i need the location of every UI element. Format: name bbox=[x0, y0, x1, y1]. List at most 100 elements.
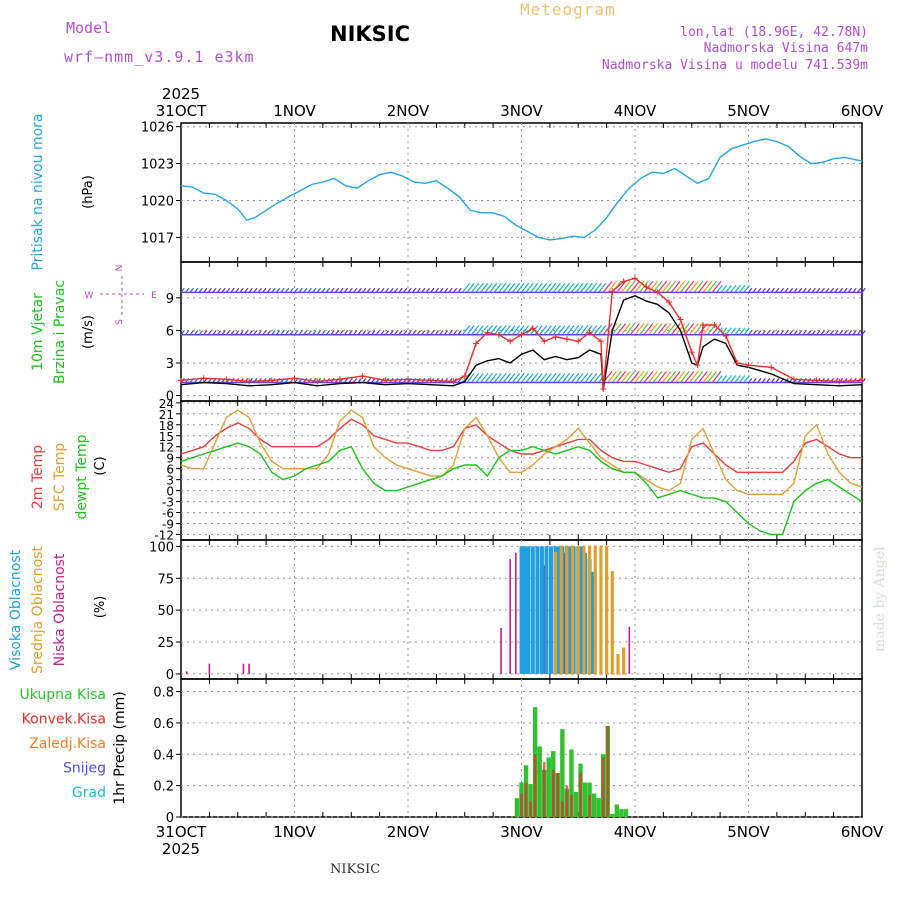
wind-gust-marker bbox=[405, 376, 411, 383]
precip-total-bar bbox=[582, 782, 588, 817]
x-year-top: 2025 bbox=[162, 85, 200, 103]
wind-gust-marker bbox=[246, 378, 253, 385]
precip-conv-bar bbox=[551, 769, 555, 817]
cloud-mid-bar bbox=[616, 653, 620, 675]
wind-barb bbox=[689, 323, 699, 336]
wind-barb bbox=[593, 373, 602, 383]
x-tick-label-top: 3NOV bbox=[500, 102, 543, 120]
y-tick-label: 1020 bbox=[141, 194, 174, 209]
wind-gust-marker bbox=[563, 336, 570, 343]
wind-gust-marker bbox=[541, 338, 548, 345]
wind-barb bbox=[729, 285, 737, 293]
cloud-mid-bar bbox=[576, 545, 580, 675]
wind-barb bbox=[598, 325, 607, 336]
wind-barb bbox=[679, 280, 690, 293]
cloud-high-bar bbox=[535, 546, 540, 674]
precip-total-bar bbox=[610, 813, 615, 817]
wind-barb bbox=[648, 370, 658, 383]
wind-barb bbox=[516, 282, 525, 293]
wind-barb bbox=[502, 373, 511, 383]
pressure-line bbox=[180, 138, 863, 241]
wind-barb bbox=[670, 370, 681, 383]
wind-barb bbox=[616, 323, 627, 336]
wind-barb bbox=[534, 373, 543, 383]
wind-barb bbox=[580, 373, 589, 383]
precip-conv-bar bbox=[561, 801, 564, 817]
wind-gust-line bbox=[180, 277, 863, 390]
y-tick-label: 3 bbox=[166, 357, 174, 372]
wind-barb bbox=[643, 323, 654, 336]
wind-barb bbox=[511, 282, 521, 293]
wind-gust-marker bbox=[859, 377, 865, 384]
wind-barb bbox=[589, 373, 598, 383]
wind-barb bbox=[552, 373, 561, 383]
wind-gust-marker bbox=[586, 329, 593, 336]
wind-barb bbox=[480, 373, 489, 383]
wind-barb bbox=[570, 282, 580, 293]
wind-barb bbox=[598, 282, 607, 293]
wind-barb bbox=[557, 373, 566, 383]
wind-barb bbox=[725, 375, 732, 383]
pressure-axis-label: Pritisak na nivou mora bbox=[30, 113, 46, 270]
wind-barb bbox=[689, 280, 699, 293]
wind-barb bbox=[743, 327, 750, 336]
cloud-high-bar bbox=[568, 546, 573, 674]
wind-barb bbox=[471, 282, 480, 293]
wind-gust-marker bbox=[495, 331, 502, 338]
y-tick-label: 12 bbox=[159, 441, 174, 455]
model-name: wrf—nmm_v3.9.1 e3km bbox=[64, 48, 255, 66]
cloud-high-bar bbox=[526, 546, 531, 674]
wind-barb bbox=[689, 370, 699, 383]
x-tick-label-top: 4NOV bbox=[614, 102, 657, 120]
wind-gust-marker bbox=[223, 376, 230, 383]
wind-barb bbox=[652, 323, 663, 336]
wind-barb bbox=[738, 375, 746, 383]
cloud-high-bar bbox=[579, 546, 584, 674]
wind-barb bbox=[566, 325, 575, 336]
wind-barb bbox=[570, 325, 580, 336]
cloud-low-bar bbox=[628, 626, 631, 674]
wind-gust-marker bbox=[654, 289, 661, 296]
wind-barb bbox=[566, 373, 575, 383]
wind-barb bbox=[634, 280, 645, 293]
wind-gust-marker bbox=[745, 362, 752, 369]
cloud-mid-bar bbox=[593, 545, 597, 675]
legend-hail: Grad bbox=[72, 785, 106, 801]
wind-gust-marker bbox=[359, 373, 366, 380]
y-tick-label: 18 bbox=[159, 419, 174, 433]
cloud-high-bar bbox=[519, 546, 524, 674]
wind-barb bbox=[639, 370, 649, 383]
meteogram-label: Meteogram bbox=[520, 0, 616, 19]
legend-rain-total: Ukupna Kisa bbox=[19, 687, 106, 703]
wind-barb bbox=[729, 375, 737, 383]
wind-gust-marker bbox=[200, 375, 207, 382]
temp-unit-label: (C) bbox=[93, 456, 108, 475]
wind-gust-marker bbox=[575, 338, 582, 345]
wind-barb bbox=[725, 285, 732, 293]
wind-gust-marker bbox=[677, 316, 684, 323]
wind-barb bbox=[580, 282, 589, 293]
precip-total-bar bbox=[573, 791, 579, 817]
wind-barb bbox=[475, 373, 484, 383]
wind-gust-marker bbox=[507, 338, 514, 345]
wind-gust-marker bbox=[314, 378, 321, 385]
wind-barb bbox=[511, 325, 521, 336]
wind-barb bbox=[620, 280, 631, 293]
y-tick-label: 1023 bbox=[141, 158, 174, 173]
wind-barb bbox=[679, 370, 690, 383]
precip-total-bar bbox=[560, 729, 565, 817]
wind-barb bbox=[584, 373, 593, 383]
wind-barb bbox=[861, 330, 866, 336]
wind-gust-marker bbox=[694, 362, 701, 369]
precip-total-bar bbox=[591, 793, 597, 817]
cloud-low-bar bbox=[500, 627, 502, 674]
wind-barb bbox=[652, 370, 663, 383]
wind-barb bbox=[466, 373, 475, 383]
wind-barb bbox=[629, 323, 640, 336]
wind-barb bbox=[534, 282, 543, 293]
y-tick-label: 9 bbox=[166, 292, 174, 307]
wind-barb bbox=[716, 327, 723, 336]
wind-barb bbox=[589, 282, 598, 293]
cloud-mid-bar bbox=[570, 545, 575, 675]
